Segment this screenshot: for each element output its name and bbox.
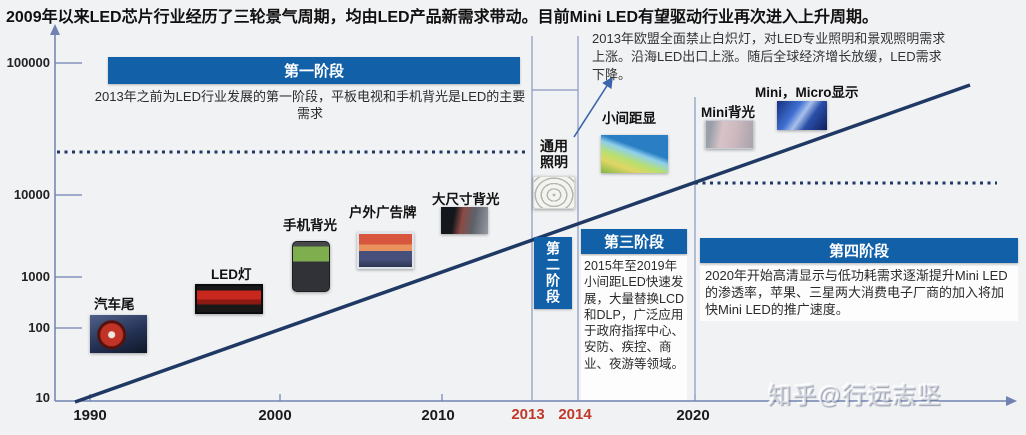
note-arrow-icon bbox=[573, 76, 613, 138]
milestone-label-general-lighting: 通用照明 bbox=[540, 138, 568, 171]
milestone-label-small-pitch-display: 小间距显 bbox=[602, 111, 656, 126]
x-label-2020: 2020 bbox=[676, 407, 710, 424]
mobile-phone-image bbox=[292, 241, 330, 292]
stage3-header: 第三阶段 bbox=[581, 229, 687, 254]
milestone-label-mini-micro-display: Mini，Micro显示 bbox=[755, 85, 859, 100]
zhihu-watermark: 知乎@行远志坚 bbox=[768, 382, 943, 408]
mini-micro-display-image bbox=[777, 101, 827, 130]
milestone-label-mini-backlight: Mini背光 bbox=[701, 105, 755, 120]
spiral-bulb-image bbox=[533, 176, 575, 209]
x-label-1990: 1990 bbox=[73, 407, 107, 424]
billboard-image bbox=[357, 232, 414, 269]
y-label-100: 100 bbox=[28, 320, 50, 335]
mini-backlight-image bbox=[705, 120, 754, 149]
stage1-description: 2013年之前为LED行业发展的第一阶段，平板电视和手机背光是LED的主要需求 bbox=[94, 89, 526, 121]
y-label-1000: 1000 bbox=[21, 269, 50, 284]
y-label-100000: 100000 bbox=[6, 55, 50, 70]
milestone-label-car-tail: 汽车尾 bbox=[94, 297, 135, 312]
stage1-header: 第一阶段 bbox=[108, 57, 520, 84]
x-axis-arrowhead-icon bbox=[1006, 396, 1017, 406]
stage2-header: 第二阶段 bbox=[534, 237, 572, 309]
x-label-2000: 2000 bbox=[258, 407, 292, 424]
car-tail-light-image bbox=[90, 315, 147, 353]
stage4-description: 2020年开始高清显示与低功耗需求逐渐提升Mini LED的渗透率，苹果、三星两… bbox=[700, 266, 1018, 321]
x-label-2013: 2013 bbox=[511, 406, 545, 423]
y-label-10000: 10000 bbox=[13, 187, 50, 202]
large-backlight-tv-image bbox=[441, 207, 488, 234]
x-label-2010: 2010 bbox=[421, 407, 455, 424]
milestone-label-billboard: 户外广告牌 bbox=[349, 205, 417, 220]
milestone-label-phone-backlight: 手机背光 bbox=[283, 218, 337, 233]
milestone-label-led-lamp: LED灯 bbox=[211, 267, 252, 282]
led-sign-image bbox=[195, 284, 263, 314]
eu-ban-note: 2013年欧盟全面禁止白炽灯，对LED专业照明和景观照明需求上涨。沿海LED出口… bbox=[592, 31, 946, 82]
page-title: 2009年以来LED芯片行业经历了三轮景气周期，均由LED产品新需求带动。目前M… bbox=[6, 9, 879, 26]
y-label-10: 10 bbox=[35, 390, 50, 405]
x-label-2014: 2014 bbox=[558, 406, 592, 423]
stage3-description: 2015年至2019年小间距LED快速发展，大量替换LCD和DLP，广泛应用于政… bbox=[581, 256, 687, 400]
small-pitch-display-image bbox=[601, 135, 668, 173]
milestone-label-large-backlight: 大尺寸背光 bbox=[432, 192, 500, 207]
stage4-header: 第四阶段 bbox=[700, 238, 1018, 263]
